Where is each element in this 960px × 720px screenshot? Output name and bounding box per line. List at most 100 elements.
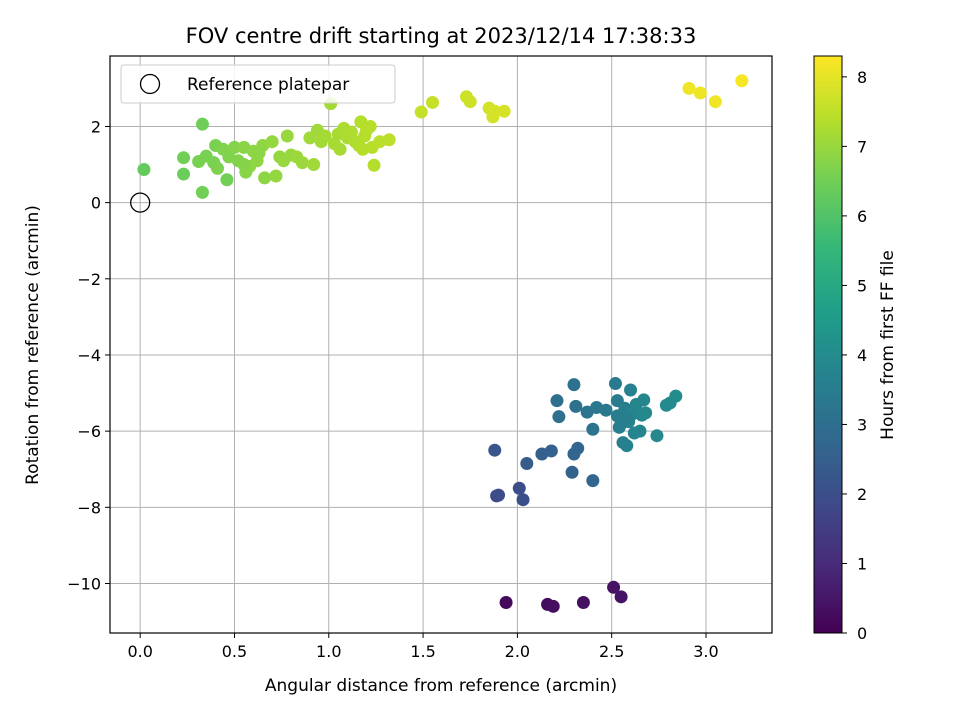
- data-point: [269, 169, 283, 183]
- chart-title: FOV centre drift starting at 2023/12/14 …: [186, 24, 697, 48]
- data-point: [735, 74, 749, 88]
- x-axis-label: Angular distance from reference (arcmin): [265, 676, 617, 696]
- colorbar: 0 1 2 3 4 5 6 7 8 Hours from first FF file: [813, 55, 898, 643]
- data-point: [295, 156, 309, 170]
- y-tick-label: 2: [91, 117, 101, 136]
- x-tick-label: 0.5: [222, 642, 247, 661]
- y-axis-label: Rotation from reference (arcmin): [23, 205, 43, 485]
- y-tick-label: −8: [77, 498, 101, 517]
- data-point: [463, 95, 477, 109]
- grid-lines: [110, 56, 772, 633]
- data-point: [650, 429, 664, 443]
- data-point: [237, 158, 251, 172]
- plot-frame: [109, 55, 773, 634]
- x-tick-label: 1.5: [410, 642, 435, 661]
- legend-marker-circle-icon: [139, 73, 161, 95]
- y-tick-label: −4: [77, 346, 101, 365]
- colorbar-tick-label: 5: [857, 276, 867, 295]
- data-point: [307, 158, 321, 172]
- y-tick-label: −10: [67, 574, 101, 593]
- data-point: [550, 394, 564, 408]
- colorbar-tick-label: 1: [857, 554, 867, 573]
- legend-entry-label: Reference platepar: [187, 75, 349, 95]
- data-point: [333, 142, 347, 156]
- data-point: [546, 599, 560, 613]
- data-point: [382, 133, 396, 147]
- data-points: [137, 74, 749, 613]
- legend: Reference platepar: [120, 64, 396, 104]
- data-point: [318, 129, 332, 143]
- data-point: [195, 185, 209, 199]
- data-point: [586, 422, 600, 436]
- y-tick-label: 0: [91, 194, 101, 213]
- data-point: [177, 151, 191, 165]
- data-point: [227, 140, 241, 154]
- data-point: [633, 424, 647, 438]
- data-point: [137, 162, 151, 176]
- data-point: [220, 173, 234, 187]
- data-point: [599, 403, 613, 417]
- data-point: [639, 406, 653, 420]
- reference-marker-layer: [130, 192, 151, 213]
- data-point: [363, 119, 377, 133]
- colorbar-tick-label: 6: [857, 207, 867, 226]
- data-point: [567, 378, 581, 392]
- data-point: [258, 171, 272, 185]
- data-point: [516, 493, 530, 507]
- colorbar-tick-label: 0: [857, 624, 867, 643]
- data-point: [499, 596, 513, 610]
- colorbar-gradient: [813, 55, 843, 634]
- data-point: [177, 167, 191, 181]
- data-point: [280, 129, 294, 143]
- data-point: [367, 158, 381, 172]
- data-point: [211, 161, 225, 175]
- data-point: [488, 443, 502, 457]
- data-point: [708, 95, 722, 109]
- data-point: [637, 393, 651, 407]
- data-point: [544, 444, 558, 458]
- data-point: [569, 399, 583, 413]
- x-tick-label: 2.5: [599, 642, 624, 661]
- colorbar-label: Hours from first FF file: [878, 250, 898, 440]
- y-tick-label: −6: [77, 422, 101, 441]
- y-axis: −10 −8 −6 −4 −2 0 2: [67, 117, 110, 593]
- colorbar-tick-label: 8: [857, 68, 867, 87]
- data-point: [195, 117, 209, 131]
- data-point: [586, 474, 600, 488]
- data-point: [607, 580, 621, 594]
- x-tick-label: 1.0: [316, 642, 341, 661]
- colorbar-tick-label: 3: [857, 415, 867, 434]
- colorbar-tick-label: 2: [857, 485, 867, 504]
- x-tick-label: 0.0: [127, 642, 152, 661]
- x-tick-label: 3.0: [693, 642, 718, 661]
- data-point: [512, 481, 526, 495]
- data-point: [620, 411, 634, 425]
- data-point: [414, 105, 428, 119]
- data-point: [492, 488, 506, 502]
- data-point: [614, 590, 628, 604]
- colorbar-tick-label: 7: [857, 137, 867, 156]
- data-point: [520, 457, 534, 471]
- data-point: [265, 135, 279, 149]
- data-point: [682, 81, 696, 95]
- data-point: [565, 465, 579, 479]
- x-tick-label: 2.0: [505, 642, 530, 661]
- data-point: [571, 441, 585, 455]
- x-axis: 0.0 0.5 1.0 1.5 2.0 2.5 3.0: [127, 633, 719, 661]
- data-point: [693, 86, 707, 100]
- data-point: [488, 104, 502, 118]
- data-point: [669, 389, 683, 403]
- legend-box: [120, 64, 396, 104]
- data-point: [497, 104, 511, 118]
- data-point: [624, 383, 638, 397]
- data-point: [552, 410, 566, 424]
- data-point: [620, 439, 634, 453]
- data-point: [608, 377, 622, 391]
- data-point: [426, 95, 440, 109]
- y-tick-label: −2: [77, 270, 101, 289]
- data-point: [576, 596, 590, 610]
- reference-platepar-marker: [130, 192, 151, 213]
- data-point: [252, 146, 266, 160]
- colorbar-ticks: 0 1 2 3 4 5 6 7 8: [842, 68, 867, 643]
